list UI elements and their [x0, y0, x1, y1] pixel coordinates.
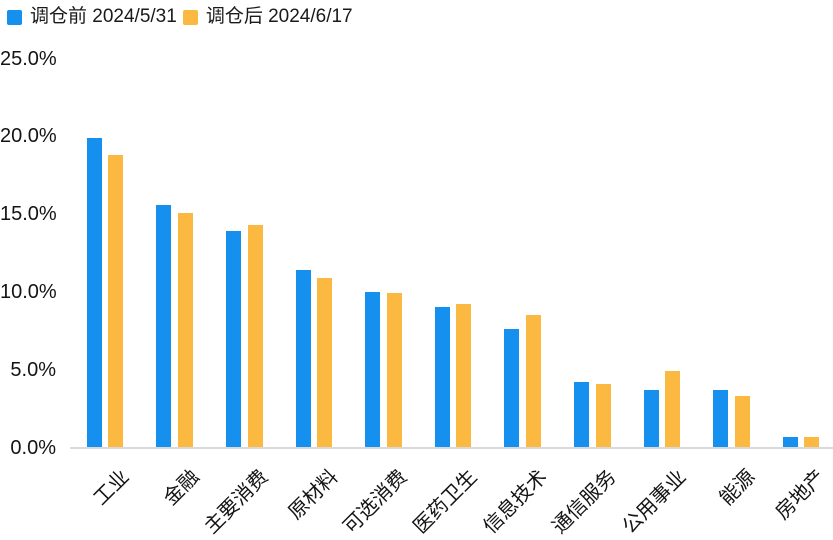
legend-label: 调仓前 2024/5/31	[30, 6, 177, 27]
bar-before-rebalance	[643, 389, 659, 448]
x-axis-label: 通信服务	[548, 466, 621, 539]
x-axis-label: 房地产	[771, 466, 830, 524]
bar-after-rebalance	[595, 383, 611, 448]
x-axis-label: 信息技术	[479, 466, 552, 539]
square-swatch-orange	[182, 9, 198, 25]
bar-after-rebalance	[734, 396, 750, 448]
bar-after-rebalance	[804, 436, 820, 448]
y-axis-tick-label: 25.0%	[0, 47, 57, 70]
chart-legend: 调仓前 2024/5/31 调仓后 2024/6/17	[7, 4, 359, 30]
x-axis-label: 医药卫生	[409, 466, 482, 539]
bar-after-rebalance	[247, 225, 263, 448]
bar-after-rebalance	[525, 315, 541, 448]
legend-item: 调仓前 2024/5/31	[7, 4, 177, 30]
legend-label: 调仓后 2024/6/17	[205, 6, 353, 27]
x-axis-label: 可选消费	[339, 466, 412, 539]
x-axis-label: 公用事业	[618, 466, 691, 539]
bar-before-rebalance	[504, 329, 520, 448]
bar-after-rebalance	[317, 277, 333, 448]
y-axis-tick-label: 15.0%	[0, 203, 57, 226]
bar-before-rebalance	[782, 436, 798, 448]
x-axis-label: 金融	[159, 466, 204, 510]
bar-after-rebalance	[177, 212, 193, 448]
bar-after-rebalance	[456, 304, 472, 448]
bar-before-rebalance	[573, 382, 589, 448]
bar-after-rebalance	[108, 155, 124, 448]
x-axis-label: 能源	[716, 466, 760, 510]
y-axis-tick-label: 0.0%	[10, 436, 56, 459]
x-axis-label: 原材料	[284, 466, 343, 524]
square-swatch-blue	[7, 9, 22, 25]
bar-after-rebalance	[665, 371, 681, 448]
bar-before-rebalance	[713, 389, 729, 448]
bar-before-rebalance	[295, 270, 311, 448]
bar-before-rebalance	[434, 307, 450, 448]
x-axis-label: 主要消费	[200, 466, 273, 539]
bar-before-rebalance	[86, 137, 102, 448]
y-axis-tick-label: 10.0%	[0, 280, 57, 303]
legend-item: 调仓后 2024/6/17	[182, 4, 353, 30]
bar-before-rebalance	[225, 231, 241, 448]
bar-before-rebalance	[365, 291, 381, 448]
bar-after-rebalance	[386, 293, 402, 448]
x-axis-label: 工业	[89, 466, 134, 510]
y-axis-tick-label: 5.0%	[10, 358, 56, 381]
y-axis-tick-label: 20.0%	[0, 125, 57, 148]
bar-before-rebalance	[156, 204, 172, 448]
x-axis-line	[70, 447, 833, 449]
